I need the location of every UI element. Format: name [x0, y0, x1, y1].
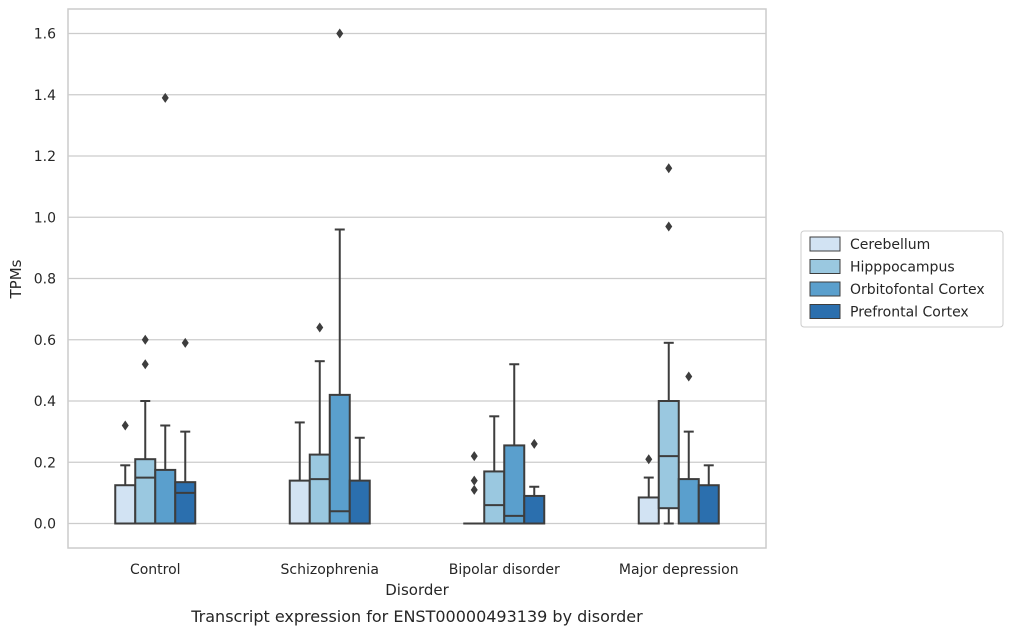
legend-frame [800, 230, 1004, 328]
iqr-box [523, 494, 546, 525]
iqr-box [328, 393, 351, 525]
y-tick-label: 1.2 [34, 149, 56, 165]
box-cerebellum [114, 420, 137, 525]
box-prefrontal-cortex [523, 438, 546, 525]
box-orbitofontal-cortex [503, 363, 526, 525]
legend-label: Cerebellum [850, 237, 930, 253]
iqr-box [308, 453, 331, 525]
iqr-box [697, 484, 720, 525]
outlier-point [470, 451, 478, 462]
iqr-box [503, 444, 526, 525]
outlier-point [645, 454, 653, 465]
x-tick-labels: Control Schizophrenia Bipolar disorder Majo… [130, 562, 739, 578]
legend-label: Orbitofontal Cortex [850, 282, 985, 298]
legend-label: Prefrontal Cortex [850, 305, 969, 321]
outlier-point [470, 475, 478, 486]
chart-caption: Transcript expression for ENST0000049313… [190, 607, 643, 626]
x-tick-label: Control [130, 562, 181, 578]
iqr-box [348, 479, 371, 525]
iqr-box [134, 458, 157, 525]
x-tick-label: Bipolar disorder [449, 562, 560, 578]
box-prefrontal-cortex [174, 337, 197, 525]
outlier-point [336, 28, 344, 39]
iqr-box [483, 470, 506, 525]
outlier-point [141, 359, 149, 370]
y-tick-label: 1.6 [34, 27, 56, 43]
legend-swatch [809, 236, 841, 252]
iqr-box [637, 496, 660, 525]
y-tick-label: 1.4 [34, 88, 56, 104]
box-hipppocampus [657, 163, 680, 525]
box-hipppocampus [134, 334, 157, 525]
y-tick-label: 1.0 [34, 210, 56, 226]
box-prefrontal-cortex [348, 436, 371, 525]
iqr-box [677, 478, 700, 525]
boxes [114, 28, 720, 525]
legend-swatch [809, 304, 841, 319]
iqr-box [288, 479, 311, 525]
legend-swatch [809, 281, 841, 297]
y-tick-label: 0.6 [34, 333, 56, 349]
y-tick-label: 0.0 [34, 517, 56, 533]
box-cerebellum [637, 454, 660, 525]
box-cerebellum [288, 421, 311, 525]
iqr-box [657, 400, 680, 510]
legend-label: Hipppocampus [850, 260, 955, 276]
outlier-point [141, 334, 149, 345]
iqr-box [154, 468, 177, 525]
outlier-point [470, 484, 478, 495]
y-tick-label: 0.8 [34, 272, 56, 288]
y-tick-label: 0.4 [34, 394, 56, 410]
outlier-point [181, 337, 189, 348]
x-tick-label: Schizophrenia [281, 562, 379, 578]
box-cerebellum [463, 451, 486, 525]
box-hipppocampus [308, 322, 331, 525]
box-hipppocampus [483, 415, 506, 525]
outlier-point [665, 221, 673, 232]
legend: Cerebellum Hipppocampus Orbitofontal Corte… [800, 230, 1004, 328]
outlier-point [685, 371, 693, 382]
box-orbitofontal-cortex [328, 28, 351, 525]
y-tick-labels: 0.0 0.2 0.4 0.6 0.8 1.0 1.2 1.4 1.6 [34, 27, 56, 533]
x-axis-title: Disorder [385, 581, 449, 599]
box-orbitofontal-cortex [154, 92, 177, 525]
x-tick-label: Major depression [619, 562, 739, 578]
outlier-point [121, 420, 129, 431]
plot-frame [67, 8, 767, 549]
outlier-point [161, 92, 169, 103]
legend-swatch [809, 259, 841, 274]
y-tick-label: 0.2 [34, 455, 56, 471]
y-axis-title: TPMs [7, 259, 25, 299]
iqr-box [174, 481, 197, 525]
outlier-point [530, 438, 538, 449]
box-orbitofontal-cortex [677, 371, 700, 525]
outlier-point [316, 322, 324, 333]
box-prefrontal-cortex [697, 464, 720, 525]
iqr-box [114, 484, 137, 525]
outlier-point [665, 163, 673, 174]
